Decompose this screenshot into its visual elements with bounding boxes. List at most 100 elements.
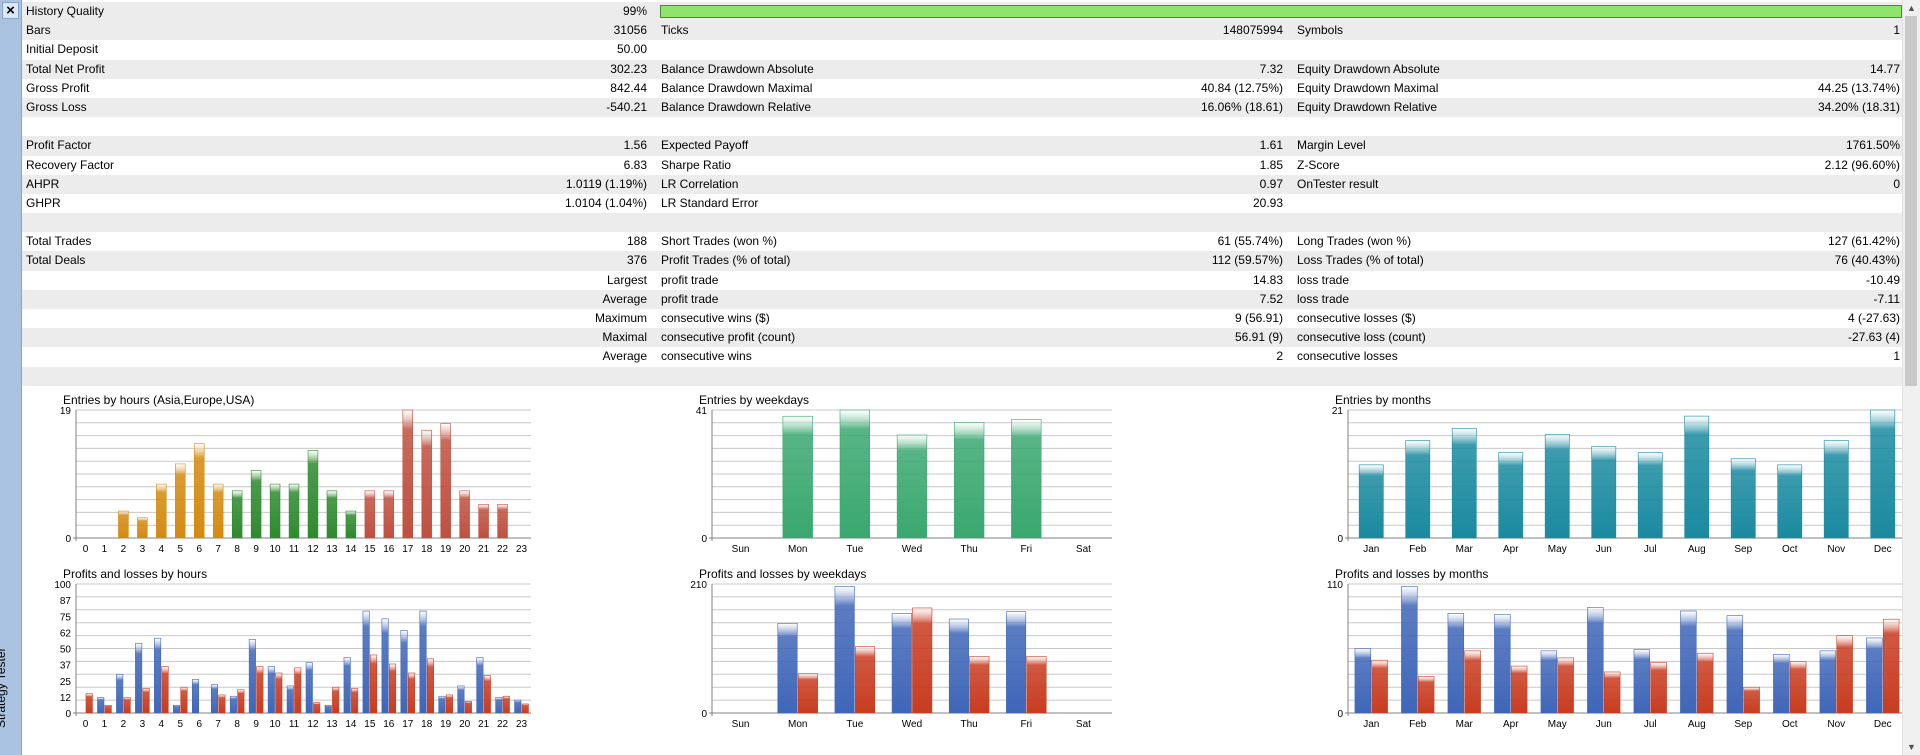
report-value: 1.85 bbox=[1259, 157, 1283, 172]
x-tick-label: 9 bbox=[253, 719, 259, 730]
x-tick-label: 21 bbox=[478, 719, 490, 730]
report-value: -10.49 bbox=[1865, 272, 1900, 287]
strategy-tester-tab-label[interactable]: Strategy Tester bbox=[0, 647, 8, 728]
loss-bar bbox=[1026, 656, 1047, 714]
report-value: 127 (61.42%) bbox=[1827, 234, 1900, 249]
x-tick-label: 8 bbox=[234, 719, 240, 730]
x-tick-label: 22 bbox=[497, 544, 509, 555]
report-row: Total Net Profit 302.23 Balance Drawdown A… bbox=[22, 59, 1903, 79]
entries-bar bbox=[364, 490, 376, 539]
loss-bar bbox=[351, 688, 359, 714]
x-tick-label: Mar bbox=[1456, 719, 1474, 730]
profit-bar bbox=[97, 697, 105, 714]
x-tick-label: 14 bbox=[345, 719, 357, 730]
x-tick-label: 7 bbox=[215, 544, 221, 555]
loss-bar bbox=[426, 658, 434, 714]
chart-title: Profits and losses by months bbox=[1335, 567, 1488, 581]
report-row: Total Deals 376 Profit Trades (% of total)… bbox=[22, 251, 1903, 271]
report-row bbox=[22, 213, 1903, 233]
x-tick-label: Jan bbox=[1363, 719, 1379, 730]
x-tick-label: 0 bbox=[83, 719, 89, 730]
report-value: -7.11 bbox=[1873, 291, 1900, 306]
chart-title: Profits and losses by weekdays bbox=[699, 567, 866, 581]
report-label: Equity Drawdown Relative bbox=[1297, 99, 1438, 114]
report-label: Total Net Profit bbox=[26, 61, 105, 76]
report-label: consecutive loss (count) bbox=[1297, 330, 1426, 345]
x-tick-label: 16 bbox=[383, 719, 395, 730]
report-value: 6.83 bbox=[623, 157, 647, 172]
report-value: 31056 bbox=[613, 23, 647, 38]
report-label: Margin Level bbox=[1297, 138, 1366, 153]
report-value: 56.91 (9) bbox=[1234, 330, 1283, 345]
scroll-up-arrow-icon[interactable]: ▲ bbox=[1907, 3, 1916, 13]
x-tick-label: 10 bbox=[270, 544, 282, 555]
chart-title: Entries by weekdays bbox=[699, 393, 809, 407]
entries-bar bbox=[231, 490, 243, 539]
report-label: consecutive losses ($) bbox=[1297, 311, 1416, 325]
chart-title: Profits and losses by hours bbox=[63, 567, 207, 581]
report-label: Z-Score bbox=[1297, 157, 1340, 172]
x-tick-label: Jan bbox=[1363, 544, 1379, 555]
report-value: 1.56 bbox=[623, 138, 647, 153]
vertical-scrollbar[interactable]: ▲ ▼ bbox=[1902, 0, 1920, 755]
y-tick-label: 0 bbox=[701, 534, 707, 545]
y-tick-label: 0 bbox=[1337, 534, 1343, 545]
x-tick-label: Mon bbox=[788, 544, 807, 555]
scrollbar-thumb[interactable] bbox=[1905, 16, 1917, 386]
profit-bar bbox=[362, 610, 370, 714]
y-tick-label: 19 bbox=[60, 406, 72, 417]
entries-bar bbox=[156, 483, 167, 539]
profit-bar bbox=[135, 643, 143, 714]
x-tick-label: 7 bbox=[215, 719, 221, 730]
profit-bar bbox=[248, 639, 256, 714]
entries-bar bbox=[782, 415, 813, 539]
entries-bar bbox=[1777, 464, 1803, 539]
report-label: Symbols bbox=[1297, 23, 1344, 38]
entries-bar bbox=[1730, 458, 1756, 539]
scroll-down-arrow-icon[interactable]: ▼ bbox=[1907, 742, 1916, 752]
report-area: History Quality 99% Bars 31056 Ticks 14807599… bbox=[22, 2, 1903, 755]
x-tick-label: 6 bbox=[196, 719, 202, 730]
x-tick-label: Apr bbox=[1503, 544, 1519, 555]
report-label: LR Standard Error bbox=[661, 195, 759, 210]
report-label: Total Trades bbox=[26, 234, 92, 249]
report-value: 16.06% (18.61) bbox=[1200, 99, 1283, 114]
x-tick-label: 5 bbox=[177, 719, 183, 730]
loss-bar bbox=[1557, 657, 1574, 714]
y-tick-label: 12 bbox=[60, 693, 72, 704]
profit-bar bbox=[1401, 586, 1418, 714]
x-tick-label: May bbox=[1548, 544, 1567, 555]
report-row: Total Trades 188 Short Trades (won %) 61 (5… bbox=[22, 232, 1903, 251]
x-tick-label: 18 bbox=[421, 544, 433, 555]
x-tick-label: Jun bbox=[1596, 719, 1612, 730]
y-tick-label: 110 bbox=[1327, 580, 1343, 591]
report-label: Gross Profit bbox=[26, 80, 90, 95]
report-label: profit trade bbox=[661, 272, 719, 287]
report-row: Gross Profit 842.44 Balance Drawdown Maxim… bbox=[22, 79, 1903, 98]
report-value: 1.0104 (1.04%) bbox=[564, 195, 647, 210]
report-label: Gross Loss bbox=[26, 99, 87, 114]
report-value: Maximum bbox=[594, 311, 647, 325]
close-panel-button[interactable]: × bbox=[2, 2, 19, 19]
profit-bar bbox=[1354, 648, 1372, 714]
x-tick-label: 15 bbox=[364, 719, 376, 730]
x-tick-label: Sun bbox=[732, 719, 750, 730]
loss-bar bbox=[370, 654, 378, 714]
x-tick-label: Feb bbox=[1409, 544, 1427, 555]
loss-bar bbox=[1836, 635, 1853, 714]
report-value: 188 bbox=[626, 234, 647, 249]
report-row: Gross Loss -540.21 Balance Drawdown Relati… bbox=[22, 97, 1903, 118]
profit-bar bbox=[191, 679, 200, 714]
entries-bar bbox=[269, 483, 281, 539]
x-tick-label: 4 bbox=[159, 544, 165, 555]
report-label: Profit Factor bbox=[26, 138, 92, 153]
report-value: 4 (-27.63) bbox=[1847, 311, 1900, 325]
report-label: AHPR bbox=[26, 176, 60, 191]
report-label: OnTester result bbox=[1297, 176, 1379, 191]
x-tick-label: 19 bbox=[440, 719, 452, 730]
report-value: 14.83 bbox=[1252, 272, 1283, 287]
report-label: History Quality bbox=[26, 4, 105, 18]
x-tick-label: 21 bbox=[478, 544, 490, 555]
profit-bar bbox=[229, 695, 237, 714]
